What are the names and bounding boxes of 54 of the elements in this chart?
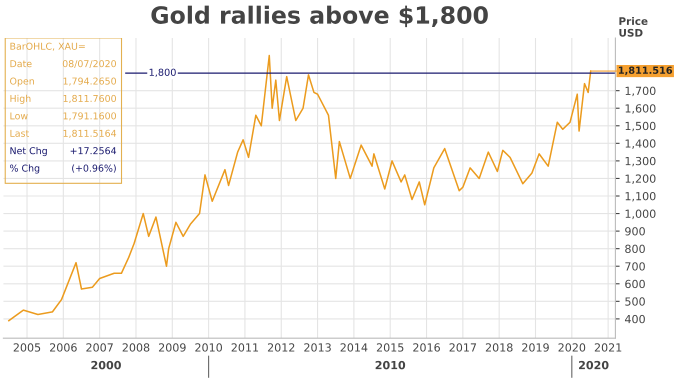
chart-title: Gold rallies above $1,800 xyxy=(151,6,488,28)
y-tick-label: 1,600 xyxy=(626,104,656,114)
text: 2020 xyxy=(579,360,609,370)
x-tick-label: 2012 xyxy=(268,343,294,352)
annotation: Open xyxy=(10,77,34,86)
y-tick-label: 900 xyxy=(625,227,645,236)
x-tick-label: 2020 xyxy=(558,343,586,352)
y-axis-title: Price USD xyxy=(619,16,648,37)
annotation: 1,811.516 xyxy=(618,66,672,76)
y-tick-label: 600 xyxy=(625,280,645,288)
x-tick-label: 2008 xyxy=(122,343,150,352)
y-tick-label: 1,100 xyxy=(626,192,656,202)
y-tick-label: 1,400 xyxy=(626,139,656,149)
annotation: 1,794.2650 xyxy=(64,77,116,86)
x-tick-label: 2011 xyxy=(232,343,258,352)
annotation: (+0.96%) xyxy=(72,164,116,173)
annotation: Date xyxy=(10,60,32,68)
x-tick-label: 2021 xyxy=(594,343,622,352)
x-tick-label: 2007 xyxy=(86,343,113,352)
annotation: % Chg xyxy=(10,164,40,174)
x-tick-label: 2015 xyxy=(376,343,404,352)
x-tick-label: 2016 xyxy=(413,343,440,352)
annotation: High xyxy=(10,94,30,104)
annotation: 1,811.7600 xyxy=(64,94,116,104)
x-tick-label: 2013 xyxy=(304,343,331,352)
y-tick-label: 1,200 xyxy=(626,174,656,184)
text: 2010 xyxy=(376,360,406,370)
y-tick-label: 700 xyxy=(625,262,645,271)
x-tick-label: 2009 xyxy=(158,343,186,352)
line-series xyxy=(8,54,592,322)
annotation: Last xyxy=(10,130,29,137)
text: 2000 xyxy=(91,360,121,370)
x-tick-label: 2006 xyxy=(50,343,77,352)
annotation: 1,791.1600 xyxy=(64,112,116,120)
x-tick-label: 2014 xyxy=(340,343,368,352)
ref-line-label: 1,800 xyxy=(150,68,176,77)
y-tick-label: 500 xyxy=(625,297,645,306)
x-tick-label: 2019 xyxy=(522,343,549,352)
y-tick-label: 400 xyxy=(624,314,645,324)
y-tick-label: 1,500 xyxy=(626,122,656,132)
y-tick-label: 800 xyxy=(625,244,645,254)
y-tick-label: 1,000 xyxy=(626,210,656,220)
y-tick-label: 1,300 xyxy=(626,156,656,166)
annotation: +17.2564 xyxy=(70,147,116,154)
annotation: Net Chg xyxy=(10,146,47,156)
annotation: 1,811.5164 xyxy=(64,130,116,138)
annotation: BarOHLC, XAU= xyxy=(10,42,85,51)
x-tick-label: 2017 xyxy=(450,343,476,352)
x-tick-label: 2010 xyxy=(195,343,222,352)
y-tick-label: 1,700 xyxy=(626,86,656,96)
x-tick-label: 2005 xyxy=(14,343,40,352)
annotation: Low xyxy=(10,112,28,120)
x-tick-label: 2018 xyxy=(486,343,513,352)
annotation: 08/07/2020 xyxy=(62,60,116,68)
